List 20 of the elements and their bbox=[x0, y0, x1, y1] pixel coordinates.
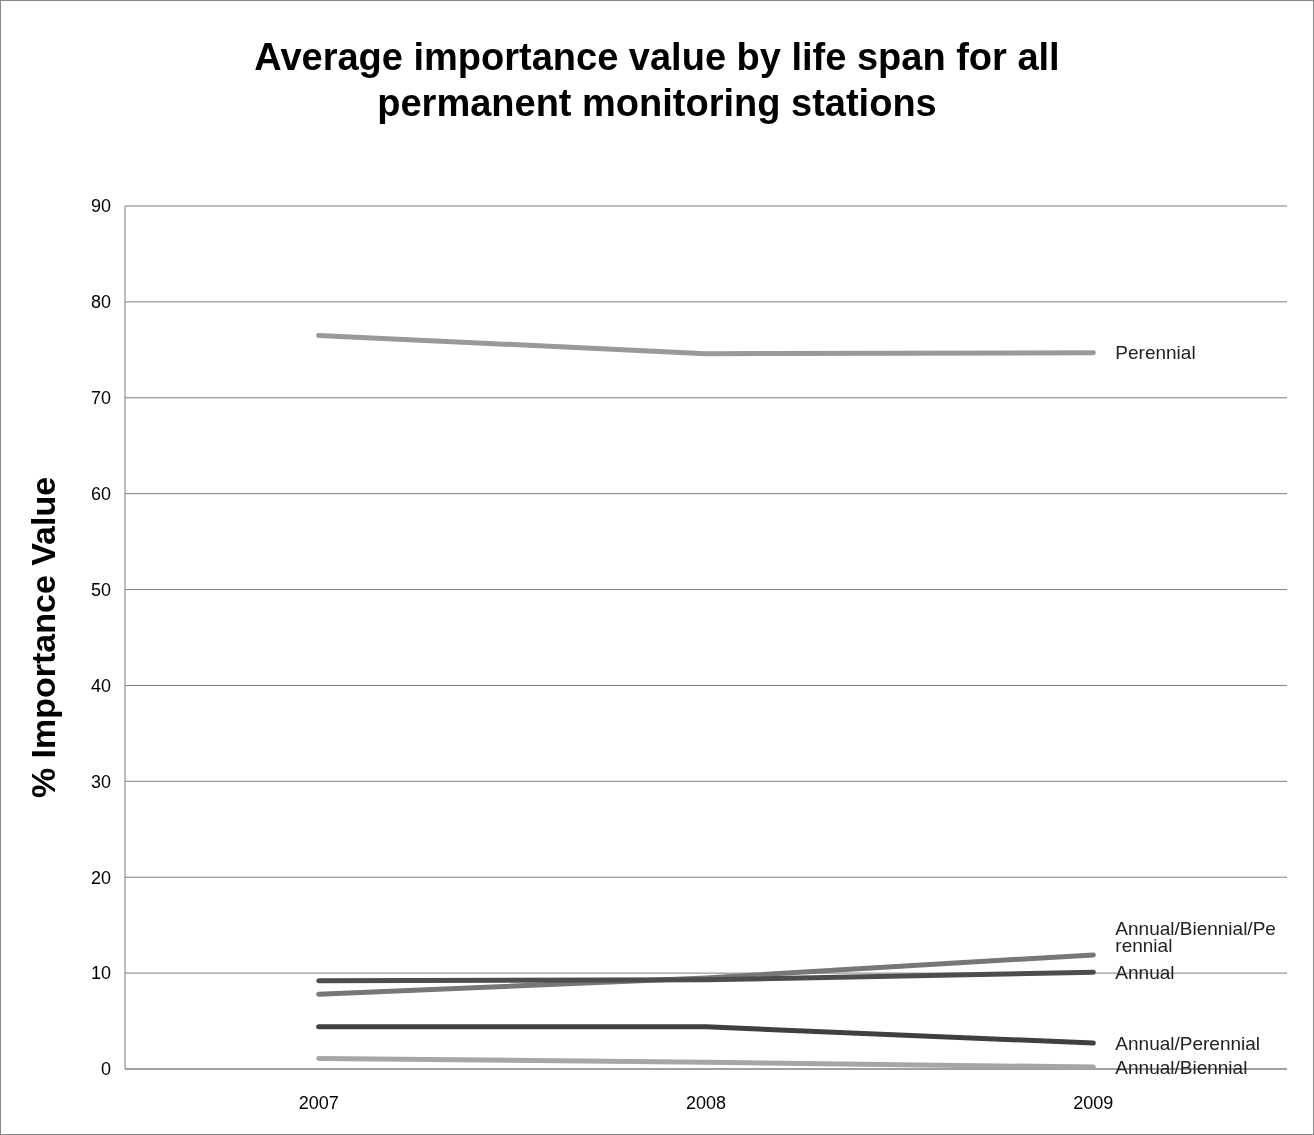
y-axis-title: % Importance Value bbox=[24, 476, 62, 799]
x-tick-label: 2008 bbox=[685, 1093, 727, 1113]
y-tick-label: 70 bbox=[90, 388, 111, 409]
series-label: Perennial bbox=[1115, 342, 1196, 364]
y-tick-label: 30 bbox=[90, 771, 111, 792]
x-tick-label: 2009 bbox=[1073, 1093, 1114, 1113]
chart-title: Average importance value by life span for all permanent monitoring stations bbox=[254, 36, 1060, 124]
series-label: Annual/Biennial/Perennial bbox=[1115, 917, 1276, 957]
y-tick-label: 90 bbox=[90, 196, 111, 217]
series-label: Annual/Biennial bbox=[1115, 1056, 1248, 1078]
y-tick-label: 20 bbox=[90, 867, 111, 888]
y-tick-label: 0 bbox=[100, 1059, 111, 1080]
y-tick-label: 60 bbox=[90, 483, 111, 504]
y-tick-label: 80 bbox=[90, 292, 111, 313]
y-tick-label: 10 bbox=[90, 963, 111, 984]
series-label: Annual bbox=[1115, 961, 1175, 983]
y-tick-label: 50 bbox=[90, 579, 111, 600]
y-tick-label: 40 bbox=[90, 675, 111, 696]
x-tick-label: 2007 bbox=[298, 1093, 339, 1113]
series-label: Annual/Perennial bbox=[1115, 1032, 1261, 1054]
